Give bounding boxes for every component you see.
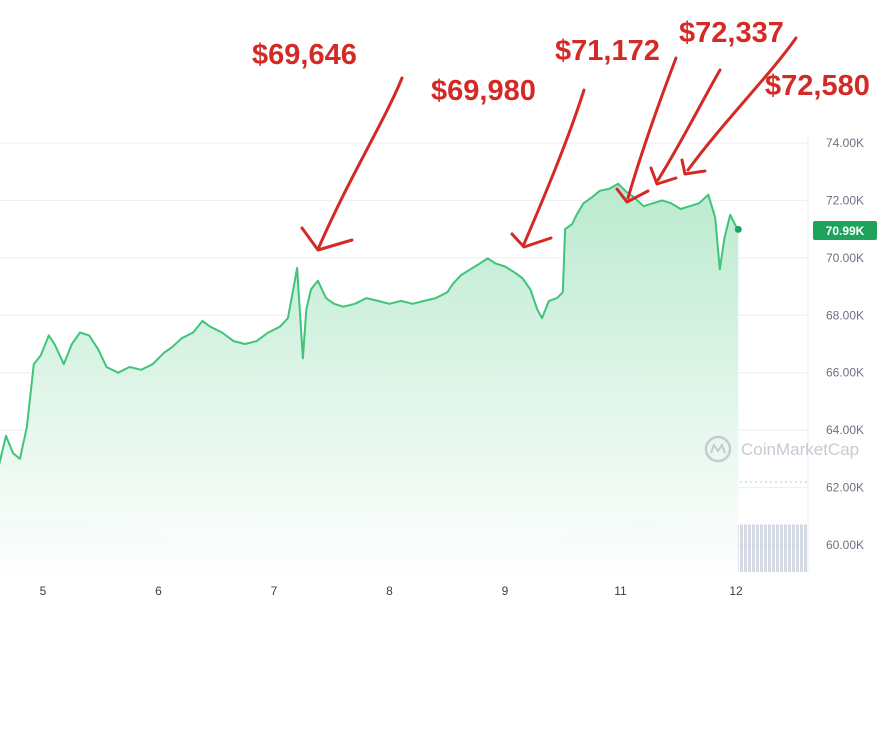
current-price-badge: 70.99K — [734, 221, 877, 240]
arrowhead-icon — [680, 158, 707, 176]
annotation-arrow-icon — [317, 76, 404, 249]
volume-bar — [804, 524, 807, 572]
annotation-69980: $69,980 — [431, 75, 586, 249]
watermark-text: CoinMarketCap — [741, 440, 859, 459]
volume-bar — [800, 524, 803, 572]
annotation-label: $72,337 — [679, 17, 784, 49]
volume-bar — [752, 524, 755, 572]
y-tick-label: 64.00K — [826, 423, 864, 437]
volume-bar — [764, 524, 767, 572]
price-line — [0, 182, 740, 465]
current-price-label: 70.99K — [826, 224, 865, 238]
y-tick-label: 70.00K — [826, 251, 864, 265]
volume-bar — [784, 524, 787, 572]
volume-bar — [792, 524, 795, 572]
x-tick-label: 9 — [502, 584, 509, 598]
x-tick-label: 7 — [271, 584, 278, 598]
annotations: $69,646 $69,980 $71,172 $72,337 $72,580 — [252, 17, 870, 252]
current-price-dot — [734, 225, 742, 233]
volume-bar — [740, 524, 743, 572]
volume-bar — [748, 524, 751, 572]
x-axis: 5 6 7 8 9 11 12 — [40, 584, 743, 598]
annotation-arrow-icon — [686, 36, 798, 172]
x-tick-label: 11 — [614, 584, 627, 598]
annotation-72580: $72,580 — [680, 36, 870, 176]
x-tick-label: 5 — [40, 584, 47, 598]
volume-bar — [760, 524, 763, 572]
volume-bar — [776, 524, 779, 572]
y-tick-label: 68.00K — [826, 308, 864, 322]
annotation-arrow-icon — [522, 88, 586, 246]
volume-bar — [780, 524, 783, 572]
x-tick-label: 6 — [155, 584, 162, 598]
x-tick-label: 12 — [729, 584, 743, 598]
annotation-label: $69,646 — [252, 39, 357, 71]
annotation-arrow-icon — [626, 56, 678, 200]
annotation-label: $71,172 — [555, 35, 660, 67]
y-tick-label: 72.00K — [826, 193, 864, 207]
y-tick-label: 60.00K — [826, 538, 864, 552]
volume-bar — [796, 524, 799, 572]
arrowhead-icon — [649, 166, 678, 186]
price-line-path — [0, 182, 740, 465]
annotation-label: $69,980 — [431, 75, 536, 107]
annotation-71172: $71,172 — [555, 35, 678, 204]
annotation-69646: $69,646 — [252, 39, 404, 252]
y-tick-label: 62.00K — [826, 481, 864, 495]
y-tick-label: 66.00K — [826, 366, 864, 380]
watermark: CoinMarketCap — [704, 435, 859, 463]
y-tick-label: 74.00K — [826, 136, 864, 150]
x-tick-label: 8 — [386, 584, 393, 598]
volume-bar — [772, 524, 775, 572]
volume-bar — [756, 524, 759, 572]
volume-bar — [768, 524, 771, 572]
price-area-fill — [0, 183, 739, 572]
annotation-arrow-icon — [656, 68, 722, 182]
arrowhead-icon — [510, 232, 553, 249]
coinmarketcap-logo-mark-icon — [710, 442, 726, 454]
current-price-badge-bg — [813, 221, 877, 240]
price-area — [0, 183, 739, 572]
annotation-label: $72,580 — [765, 70, 870, 102]
coinmarketcap-logo-icon — [704, 435, 732, 463]
arrowhead-icon — [300, 226, 354, 252]
annotation-72337: $72,337 — [649, 17, 784, 186]
volume-bar — [788, 524, 791, 572]
volume-bar — [744, 524, 747, 572]
y-axis: 74.00K 72.00K 70.00K 68.00K 66.00K 64.00K 62.0… — [826, 136, 864, 552]
arrowhead-icon — [615, 187, 650, 204]
